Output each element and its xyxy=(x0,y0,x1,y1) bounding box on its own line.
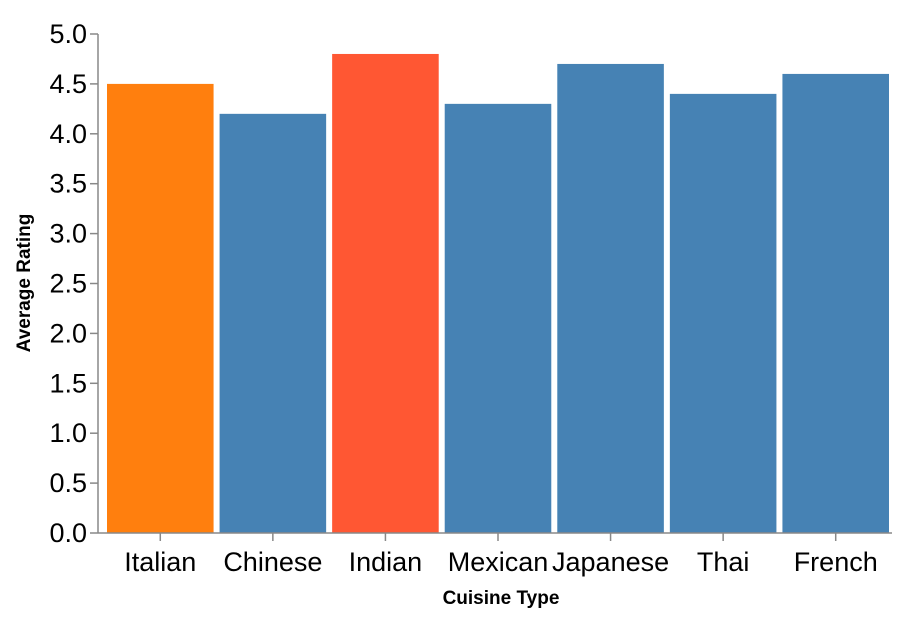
x-tick-label: Thai xyxy=(697,547,750,577)
bar-mexican xyxy=(444,103,552,534)
x-tick-label: Indian xyxy=(349,547,423,577)
x-axis-title: Cuisine Type xyxy=(443,588,560,609)
y-tick-label: 3.5 xyxy=(49,169,87,199)
bar-french xyxy=(782,73,889,534)
y-tick-label: 1.5 xyxy=(49,368,87,398)
x-tick-label: Italian xyxy=(124,547,196,577)
y-tick-label: 4.0 xyxy=(49,119,87,149)
y-tick-label: 0.5 xyxy=(49,468,87,498)
y-tick-label: 4.5 xyxy=(49,69,87,99)
y-tick-label: 1.0 xyxy=(49,418,87,448)
bar-indian xyxy=(332,53,439,534)
y-axis-title: Average Rating xyxy=(14,214,35,353)
y-axis: 0.0 0.5 1.0 1.5 2.0 2.5 3.0 3.5 4.0 4.5 5.0 xyxy=(49,19,99,548)
x-axis: Italian Chinese Indian Mexican Japanese Thai F… xyxy=(98,532,892,577)
x-tick-label: Chinese xyxy=(223,547,322,577)
bar-thai xyxy=(669,93,777,533)
y-tick-label: 3.0 xyxy=(49,219,87,249)
bar-chinese xyxy=(219,113,327,533)
x-tick-label: Japanese xyxy=(552,547,669,577)
x-tick-label: Mexican xyxy=(448,547,549,577)
x-tick-label: French xyxy=(794,547,878,577)
bar-italian xyxy=(107,83,214,534)
y-tick-label: 0.0 xyxy=(49,518,87,548)
y-tick-label: 2.5 xyxy=(49,269,87,299)
bars xyxy=(107,53,889,534)
y-tick-label: 2.0 xyxy=(49,318,87,348)
y-tick-label: 5.0 xyxy=(49,19,87,49)
bar-japanese xyxy=(557,63,664,533)
